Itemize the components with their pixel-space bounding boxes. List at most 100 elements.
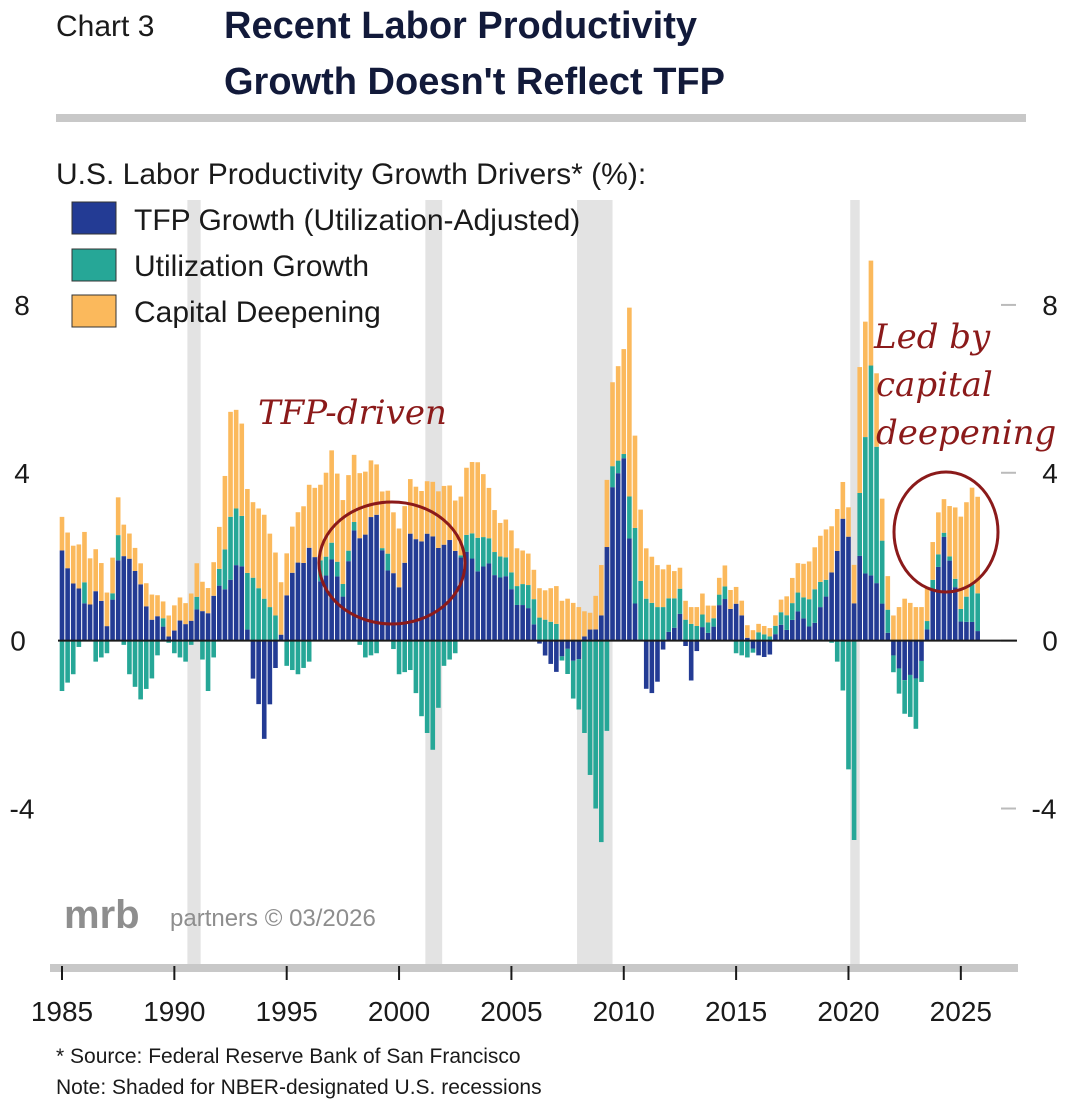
bar-util	[329, 542, 334, 560]
bar-util	[554, 623, 559, 641]
bar-cap	[441, 485, 447, 545]
bar-cap	[155, 595, 160, 617]
y-tick-left: 8	[14, 290, 30, 321]
bar-tfp	[115, 560, 121, 641]
bar-cap	[514, 548, 520, 587]
bar-cap	[868, 260, 874, 366]
bar-util	[767, 636, 773, 641]
brand-logo-mrb: mrb	[64, 893, 140, 937]
bar-util	[481, 537, 486, 567]
bar-tfp	[222, 589, 228, 641]
bar-cap	[863, 321, 868, 438]
bar-util	[216, 568, 222, 586]
bar-tfp	[576, 640, 582, 660]
bar-cap	[363, 471, 368, 535]
bar-tfp	[548, 640, 554, 664]
y-tick-left: 4	[14, 458, 30, 489]
bar-cap	[430, 481, 436, 537]
bar-cap	[806, 561, 812, 600]
bar-util	[509, 572, 514, 590]
bar-tfp	[430, 536, 436, 641]
bar-util	[891, 655, 896, 673]
bar-cap	[739, 600, 745, 616]
bar-tfp	[711, 626, 716, 641]
bar-tfp	[739, 615, 745, 641]
bar-util	[160, 618, 166, 627]
bar-tfp	[239, 566, 245, 641]
title-rule	[56, 114, 1026, 122]
legend-label-utilization: Utilization Growth	[134, 250, 369, 283]
bar-util	[896, 668, 902, 694]
bar-tfp	[559, 640, 565, 657]
bar-cap	[930, 542, 936, 580]
bar-cap	[239, 423, 245, 516]
bar-util	[155, 640, 160, 656]
bar-util	[70, 640, 76, 675]
bar-util	[194, 596, 200, 610]
bar-tfp	[818, 607, 823, 641]
x-tick-label: 1985	[31, 996, 93, 1027]
bar-util	[413, 640, 419, 694]
bar-util	[677, 588, 683, 614]
bar-tfp	[76, 588, 82, 641]
bar-util	[430, 640, 436, 750]
bar-util	[452, 640, 458, 654]
bar-util	[464, 534, 469, 552]
bar-tfp	[374, 514, 379, 641]
bar-util	[789, 603, 795, 620]
bar-cap	[672, 571, 677, 599]
bar-cap	[907, 602, 913, 641]
bar-tfp	[143, 606, 149, 641]
bar-tfp	[598, 615, 604, 641]
bar-util	[722, 586, 728, 600]
bar-tfp	[879, 603, 885, 641]
bar-util	[739, 640, 745, 656]
bar-util	[520, 584, 525, 606]
bar-util	[823, 579, 829, 597]
bar-cap	[306, 484, 312, 548]
bar-util	[857, 492, 863, 556]
bar-tfp	[290, 572, 295, 641]
bar-cap	[559, 600, 565, 641]
bar-util	[351, 521, 357, 531]
bar-cap	[722, 565, 728, 587]
bar-tfp	[351, 530, 357, 641]
bar-util	[632, 527, 638, 604]
bar-cap	[947, 506, 952, 557]
bar-cap	[469, 462, 475, 534]
bar-tfp	[424, 533, 430, 641]
bar-cap	[138, 563, 143, 585]
bar-tfp	[469, 558, 475, 641]
bar-cap	[975, 496, 980, 594]
bar-cap	[407, 479, 413, 534]
x-tick-label: 2000	[368, 996, 430, 1027]
bar-tfp	[593, 629, 598, 641]
bar-cap	[194, 563, 200, 597]
bar-util	[82, 582, 87, 604]
bar-util	[368, 640, 374, 656]
bar-util	[402, 640, 407, 673]
bar-cap	[874, 373, 879, 447]
legend-swatch-tfp	[71, 201, 117, 235]
bar-tfp	[183, 624, 188, 641]
bar-util	[110, 593, 115, 600]
bar-util	[166, 640, 172, 643]
y-tick-right: 8	[1042, 290, 1058, 321]
bar-cap	[834, 509, 840, 551]
bar-cap	[660, 569, 666, 608]
bar-util	[211, 640, 216, 658]
bar-tfp	[447, 540, 452, 641]
bar-cap	[531, 569, 537, 600]
bar-cap	[211, 562, 216, 596]
bar-tfp	[458, 557, 464, 641]
bar-util	[115, 535, 121, 561]
annotation-led-by-line2: capital	[876, 365, 993, 405]
bar-util	[840, 640, 846, 691]
bar-util	[576, 659, 582, 710]
bar-cap	[245, 488, 250, 573]
bar-tfp	[363, 534, 368, 641]
bar-tfp	[155, 616, 160, 641]
bar-tfp	[801, 618, 806, 641]
x-axis-ticks	[61, 966, 962, 980]
bar-util	[143, 640, 149, 689]
